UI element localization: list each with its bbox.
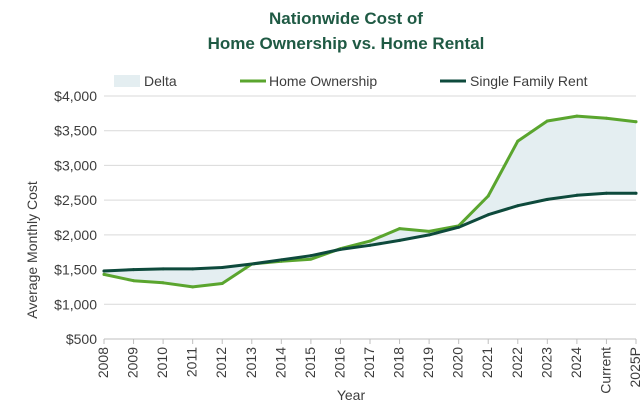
data-point-single-family-rent [457, 225, 461, 229]
x-axis-title: Year [337, 387, 366, 403]
y-tick-label: $1,000 [54, 296, 97, 312]
chart-title-line2: Home Ownership vs. Home Rental [208, 34, 485, 53]
y-axis: $500 $1,000 $1,500 $2,000 $2,500 $3,000 $3,500… [54, 88, 97, 347]
data-point-single-family-rent [486, 213, 490, 217]
data-point-single-family-rent [398, 238, 402, 242]
data-point-single-family-rent [220, 265, 224, 269]
x-tick-label: 2015 [302, 347, 318, 378]
x-tick-label: 2019 [420, 347, 436, 378]
delta-area [104, 116, 636, 287]
data-point-home-ownership [309, 257, 313, 261]
x-tick-label: 2012 [213, 347, 229, 378]
x-tick-label: 2022 [509, 347, 525, 378]
data-point-home-ownership [604, 116, 608, 120]
data-point-home-ownership [368, 239, 372, 243]
data-point-home-ownership [486, 194, 490, 198]
data-point-home-ownership [191, 285, 195, 289]
data-points [102, 114, 638, 289]
x-tick-label: Current [597, 347, 613, 394]
data-point-single-family-rent [368, 243, 372, 247]
data-point-single-family-rent [427, 233, 431, 237]
data-point-home-ownership [545, 119, 549, 123]
data-point-home-ownership [102, 272, 106, 276]
x-tick-label: 2021 [479, 347, 495, 378]
data-point-single-family-rent [338, 247, 342, 251]
y-tick-label: $3,500 [54, 123, 97, 139]
data-point-home-ownership [398, 227, 402, 231]
x-tick-label: 2023 [538, 347, 554, 378]
data-point-single-family-rent [132, 268, 136, 272]
x-tick-label: 2013 [243, 347, 259, 378]
x-tick-label: 2011 [184, 347, 200, 377]
legend: Delta Home Ownership Single Family Rent [114, 73, 588, 89]
y-tick-label: $3,000 [54, 157, 97, 173]
data-point-home-ownership [516, 139, 520, 143]
data-point-home-ownership [634, 120, 638, 124]
x-tick-label: 2025P [627, 347, 640, 387]
legend-label-home-ownership: Home Ownership [269, 73, 377, 89]
data-point-single-family-rent [575, 193, 579, 197]
y-tick-label: $2,500 [54, 192, 97, 208]
data-point-single-family-rent [604, 191, 608, 195]
x-tick-label: 2020 [450, 347, 466, 378]
data-point-single-family-rent [250, 262, 254, 266]
data-point-home-ownership [220, 281, 224, 285]
x-tick-label: 2017 [361, 347, 377, 378]
x-tick-label: 2016 [331, 347, 347, 378]
data-point-home-ownership [161, 281, 165, 285]
data-point-home-ownership [575, 114, 579, 118]
data-point-single-family-rent [634, 191, 638, 195]
x-tick-label: 2008 [95, 347, 111, 378]
x-axis: 2008 2009 2010 2011 2012 2013 2014 2015 2016 2017… [95, 339, 640, 394]
data-point-home-ownership [132, 279, 136, 283]
x-tick-label: 2010 [154, 347, 170, 378]
y-axis-title: Average Monthly Cost [24, 181, 40, 319]
data-point-single-family-rent [161, 267, 165, 271]
series-line-single-family-rent [102, 191, 638, 273]
y-tick-label: $500 [66, 331, 97, 347]
x-tick-label: 2009 [125, 347, 141, 378]
y-tick-label: $2,000 [54, 227, 97, 243]
x-tick-label: 2014 [272, 347, 288, 378]
data-point-single-family-rent [516, 204, 520, 208]
data-point-single-family-rent [309, 254, 313, 258]
data-point-single-family-rent [545, 197, 549, 201]
legend-swatch-delta [114, 75, 140, 87]
y-tick-label: $4,000 [54, 88, 97, 104]
data-point-single-family-rent [279, 258, 283, 262]
chart-title-line1: Nationwide Cost of [269, 9, 423, 28]
data-point-single-family-rent [102, 269, 106, 273]
y-tick-label: $1,500 [54, 262, 97, 278]
data-point-single-family-rent [191, 267, 195, 271]
data-point-home-ownership [427, 229, 431, 233]
legend-label-delta: Delta [144, 73, 177, 89]
legend-label-single-family-rent: Single Family Rent [470, 73, 588, 89]
x-tick-label: 2018 [391, 347, 407, 378]
x-tick-label: 2024 [568, 347, 584, 378]
